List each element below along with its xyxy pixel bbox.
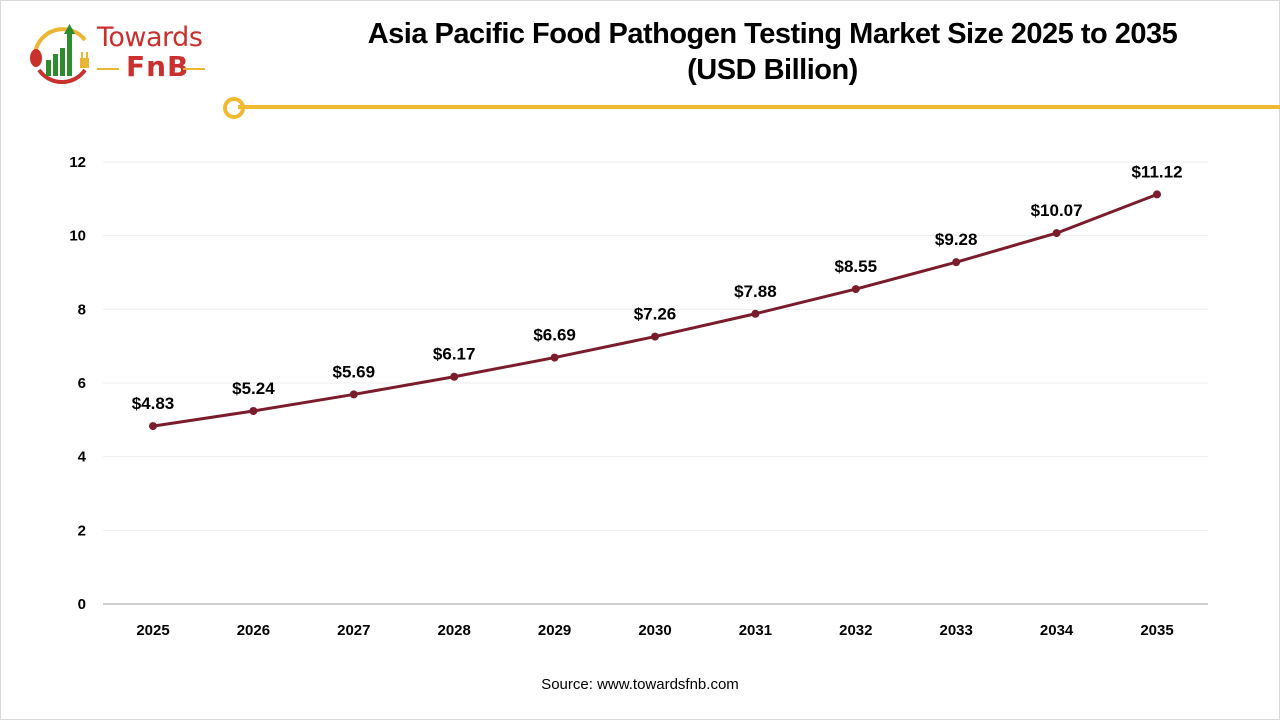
logo-dash-right [183, 68, 205, 70]
y-tick-label: 12 [69, 154, 86, 171]
chart-title-line2: (USD Billion) [687, 54, 858, 86]
data-value-label: $7.88 [734, 282, 777, 301]
x-tick-label: 2025 [136, 622, 169, 639]
data-value-label: $10.07 [1031, 201, 1083, 220]
x-tick-label: 2032 [839, 622, 872, 639]
data-value-label: $5.24 [232, 379, 275, 398]
chart-title-line1: Asia Pacific Food Pathogen Testing Marke… [367, 18, 1178, 50]
towards-fnb-logo: Towards FnB [25, 18, 215, 88]
source-note: Source: www.towardsfnb.com [541, 676, 739, 693]
x-axis: 2025 2026 2027 2028 2029 2030 2031 2032 2033 2034… [136, 622, 1173, 639]
x-tick-label: 2028 [438, 622, 471, 639]
data-value-label: $5.69 [333, 362, 376, 381]
x-tick-label: 2030 [638, 622, 671, 639]
x-tick-label: 2027 [337, 622, 370, 639]
y-tick-label: 0 [78, 596, 86, 613]
y-tick-label: 10 [69, 228, 86, 245]
y-tick-label: 8 [78, 301, 86, 318]
y-axis: 0 2 4 6 8 10 12 [69, 154, 86, 613]
data-value-label: $8.55 [835, 257, 878, 276]
x-tick-label: 2035 [1140, 622, 1173, 639]
data-labels: $4.83 $5.24 $5.69 $6.17 $6.69 $7.26 $7.88 $8.55… [132, 162, 1183, 413]
data-point-marker [651, 332, 659, 341]
data-point-marker [550, 353, 559, 362]
x-tick-label: 2033 [940, 622, 973, 639]
x-tick-label: 2031 [739, 622, 772, 639]
data-value-label: $6.17 [433, 345, 476, 364]
x-tick-label: 2029 [538, 622, 571, 639]
data-point-marker [149, 422, 157, 431]
data-point-marker [249, 406, 258, 415]
data-value-label: $9.28 [935, 230, 978, 249]
logo-text-fnb: FnB [126, 50, 190, 83]
data-point-marker [751, 309, 760, 318]
x-tick-label: 2026 [237, 622, 270, 639]
data-point-marker [1153, 190, 1161, 199]
logo-text-towards: Towards [97, 22, 203, 53]
gridlines [103, 161, 1208, 605]
data-value-label: $6.69 [533, 326, 576, 345]
y-tick-label: 6 [78, 375, 86, 392]
chart-title: Asia Pacific Food Pathogen Testing Marke… [300, 16, 1245, 88]
data-point-marker [349, 390, 358, 399]
data-value-label: $7.26 [634, 305, 677, 324]
data-value-label: $11.12 [1131, 162, 1182, 181]
data-point-marker [851, 285, 860, 294]
data-point-marker [450, 372, 459, 381]
title-divider [238, 105, 1280, 109]
data-point-marker [1052, 229, 1061, 238]
data-value-label: $4.83 [132, 394, 175, 413]
x-tick-label: 2034 [1040, 622, 1074, 639]
logo-dash-left [97, 68, 119, 70]
y-tick-label: 2 [78, 522, 86, 539]
logo-emblem-icon [30, 24, 89, 84]
y-tick-label: 4 [78, 449, 87, 466]
data-series [149, 190, 1161, 431]
data-point-marker [952, 258, 961, 267]
